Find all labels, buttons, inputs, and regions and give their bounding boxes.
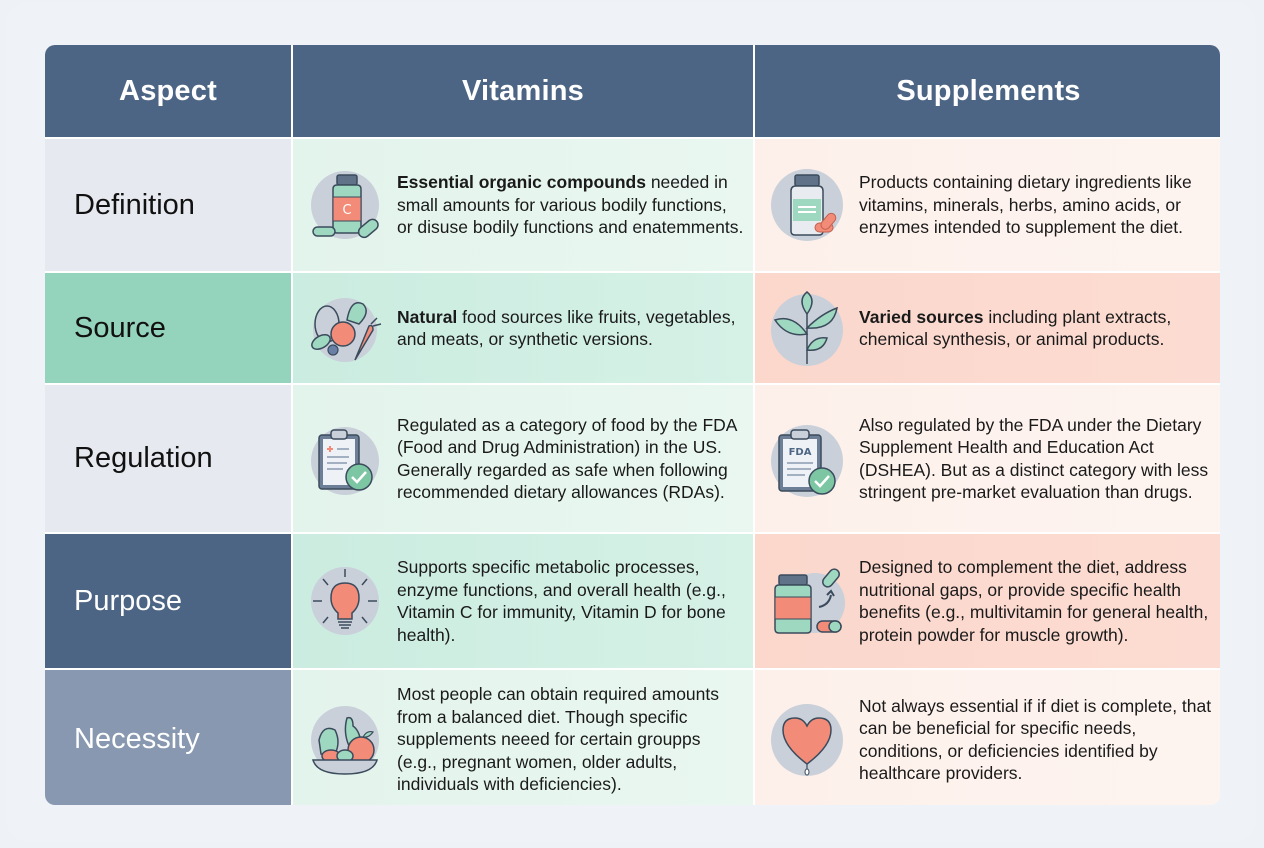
food-bowl-icon [307,702,383,778]
fruits-vegetables-icon [307,290,383,366]
header-aspect: Aspect [45,45,291,137]
svg-text:C: C [342,203,351,218]
supplements-purpose-text: Designed to complement the diet, address… [859,557,1209,645]
supplements-source-text: Varied sources including plant extracts,… [859,306,1172,350]
row-label-necessity: Necessity [45,670,291,805]
heart-drop-icon [769,702,845,778]
supplements-source-cell: Varied sources including plant extracts,… [755,273,1220,383]
clipboard-check-icon [307,421,383,497]
vitamins-definition-cell: C Essential organic compounds needed in … [293,139,753,271]
svg-text:FDA: FDA [789,447,812,458]
bottle-capsules-icon [769,563,845,639]
supplements-regulation-cell: FDA Also regulated by the FDA under the … [755,385,1220,532]
row-label-regulation: Regulation [45,385,291,532]
header-vitamins: Vitamins [293,45,753,137]
supplements-purpose-cell: Designed to complement the diet, address… [755,534,1220,668]
vitamins-source-cell: Natural food sources like fruits, vegeta… [293,273,753,383]
lightbulb-icon [307,563,383,639]
vitamins-definition-text: Essential organic compounds needed in sm… [397,172,744,238]
comparison-table: Aspect Vitamins Supplements Definition C… [45,45,1220,805]
supplements-regulation-text: Also regulated by the FDA under the Diet… [859,414,1209,503]
vitamins-purpose-cell: Supports specific metabolic processes, e… [293,534,753,668]
vitamins-source-text: Natural food sources like fruits, vegeta… [397,306,736,350]
row-label-purpose: Purpose [45,534,291,668]
vitamins-purpose-text: Supports specific metabolic processes, e… [397,557,726,645]
supplements-necessity-cell: Not always essential if if diet is compl… [755,670,1220,805]
supplement-bottle-icon [769,167,845,243]
vitamins-regulation-text: Regulated as a category of food by the F… [397,414,737,503]
vitamins-necessity-cell: Most people can obtain required amounts … [293,670,753,805]
supplements-necessity-text: Not always essential if if diet is compl… [859,695,1212,784]
header-supplements: Supplements [755,45,1220,137]
fda-clipboard-icon: FDA [769,421,845,497]
vitamins-necessity-text: Most people can obtain required amounts … [397,684,720,795]
vitamin-c-bottle-icon: C [307,167,383,243]
supplements-definition-text: Products containing dietary ingredients … [859,172,1192,238]
row-label-source: Source [45,273,291,383]
vitamins-regulation-cell: Regulated as a category of food by the F… [293,385,753,532]
row-label-definition: Definition [45,139,291,271]
plant-leaves-icon [769,290,845,366]
supplements-definition-cell: Products containing dietary ingredients … [755,139,1220,271]
